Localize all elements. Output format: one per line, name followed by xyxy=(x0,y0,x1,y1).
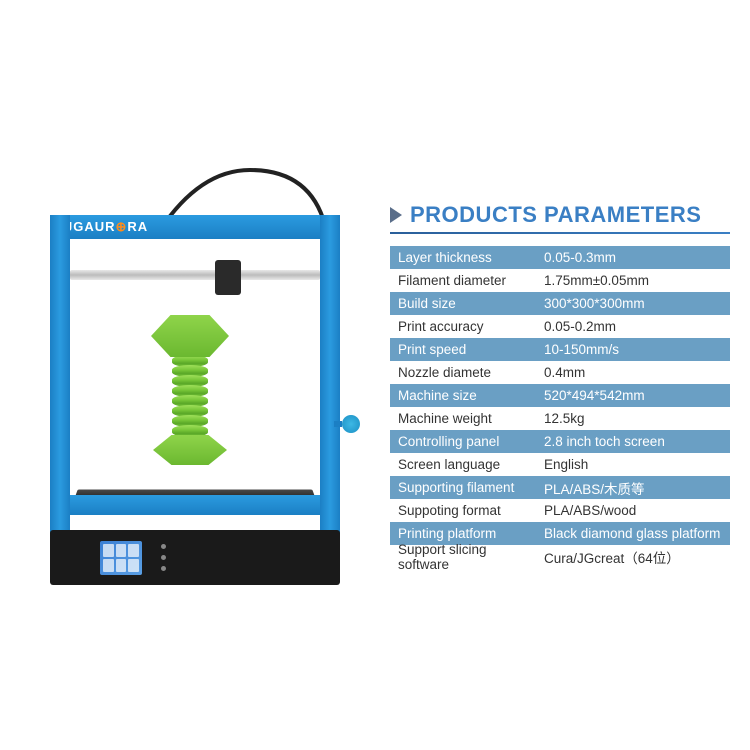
printed-object-bolt xyxy=(145,315,235,490)
param-value: 2.8 inch toch screen xyxy=(536,434,730,449)
param-value: 520*494*542mm xyxy=(536,388,730,403)
param-value: 1.75mm±0.05mm xyxy=(536,273,730,288)
param-value: 0.05-0.3mm xyxy=(536,250,730,265)
printer-illustration: JGAUR⊕RA xyxy=(20,185,370,605)
param-label: Print accuracy xyxy=(390,319,536,334)
parameters-panel: PRODUCTS PARAMETERS Layer thickness0.05-… xyxy=(390,182,730,568)
param-value: English xyxy=(536,457,730,472)
param-label: Controlling panel xyxy=(390,434,536,449)
printer-base xyxy=(50,530,340,585)
param-label: Nozzle diamete xyxy=(390,365,536,380)
param-row: Layer thickness0.05-0.3mm xyxy=(390,246,730,269)
param-value: Cura/JGcreat（64位） xyxy=(536,547,730,567)
param-row: Machine size520*494*542mm xyxy=(390,384,730,407)
param-label: Machine size xyxy=(390,388,536,403)
param-label: Filament diameter xyxy=(390,273,536,288)
param-value: 0.4mm xyxy=(536,365,730,380)
brand-logo: JGAUR⊕RA xyxy=(65,219,148,235)
control-screen xyxy=(100,541,142,575)
title-row: PRODUCTS PARAMETERS xyxy=(390,202,730,228)
param-row: Controlling panel2.8 inch toch screen xyxy=(390,430,730,453)
frame-left xyxy=(50,215,70,535)
param-row: Screen languageEnglish xyxy=(390,453,730,476)
param-row: Build size300*300*300mm xyxy=(390,292,730,315)
param-row: Nozzle diamete0.4mm xyxy=(390,361,730,384)
param-label: Printing platform xyxy=(390,526,536,541)
param-value: 10-150mm/s xyxy=(536,342,730,357)
param-row: Filament diameter1.75mm±0.05mm xyxy=(390,269,730,292)
frame-top: JGAUR⊕RA xyxy=(50,215,340,239)
param-row: Print speed10-150mm/s xyxy=(390,338,730,361)
param-label: Support slicing software xyxy=(390,542,536,572)
param-row: Suppoting formatPLA/ABS/wood xyxy=(390,499,730,522)
print-head xyxy=(215,260,241,295)
frame-right xyxy=(320,215,340,535)
panel-title: PRODUCTS PARAMETERS xyxy=(410,202,701,228)
param-row: Machine weight12.5kg xyxy=(390,407,730,430)
param-row: Supporting filamentPLA/ABS/木质等 xyxy=(390,476,730,499)
parameters-table: Layer thickness0.05-0.3mmFilament diamet… xyxy=(390,246,730,568)
title-divider xyxy=(390,232,730,234)
gantry-rail xyxy=(70,270,320,280)
param-label: Suppoting format xyxy=(390,503,536,518)
param-label: Build size xyxy=(390,296,536,311)
param-row: Support slicing softwareCura/JGcreat（64位… xyxy=(390,545,730,568)
param-label: Screen language xyxy=(390,457,536,472)
param-value: PLA/ABS/木质等 xyxy=(536,478,730,498)
filament-spool xyxy=(342,415,360,433)
param-label: Machine weight xyxy=(390,411,536,426)
main-container: JGAUR⊕RA xyxy=(0,0,750,750)
spool-arm xyxy=(334,421,342,427)
bed-bracket xyxy=(70,495,320,515)
triangle-icon xyxy=(390,207,402,223)
param-value: 0.05-0.2mm xyxy=(536,319,730,334)
param-row: Print accuracy0.05-0.2mm xyxy=(390,315,730,338)
param-label: Layer thickness xyxy=(390,250,536,265)
param-value: 12.5kg xyxy=(536,411,730,426)
param-value: Black diamond glass platform xyxy=(536,526,730,541)
param-value: 300*300*300mm xyxy=(536,296,730,311)
param-label: Print speed xyxy=(390,342,536,357)
base-indicators xyxy=(161,544,166,571)
param-label: Supporting filament xyxy=(390,480,536,495)
param-value: PLA/ABS/wood xyxy=(536,503,730,518)
